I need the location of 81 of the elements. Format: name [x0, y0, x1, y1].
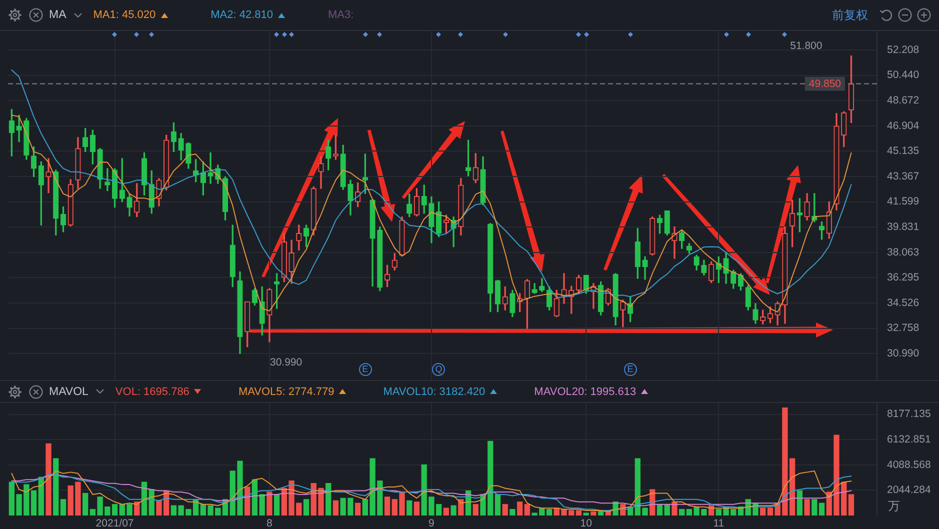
bar: [458, 499, 464, 516]
bar: [516, 502, 523, 516]
bar: [60, 499, 66, 516]
bar: [524, 504, 530, 516]
y-tick-label: 38.063: [887, 246, 920, 258]
bar: [326, 482, 332, 516]
y-tick-label: 2044.284: [887, 484, 931, 496]
bar: [38, 476, 44, 516]
x-tick-label: 2021/07: [96, 518, 134, 529]
bar: [53, 458, 59, 516]
bar: [804, 499, 810, 516]
bar: [502, 504, 508, 516]
y-tick-label: 48.672: [887, 94, 920, 107]
y-tick-label: 4088.568: [887, 458, 931, 471]
bar: [266, 492, 272, 516]
bar: [812, 499, 818, 516]
candlestick: [16, 114, 22, 142]
bar: [332, 500, 339, 516]
bar: [30, 490, 37, 516]
legend-label: MA2: 42.810: [210, 9, 273, 21]
bar: [46, 443, 52, 516]
y-tick-label: 34.526: [887, 296, 920, 309]
y-tick-label: 8177.135: [887, 408, 931, 420]
bar: [546, 508, 552, 516]
bar: [450, 505, 456, 516]
text: MA3:: [328, 9, 354, 21]
bar: [112, 504, 118, 516]
x-tick-label: 11: [713, 518, 724, 529]
bar: [406, 500, 412, 516]
annotation: 30.990: [270, 356, 302, 368]
legend-label: MA1: 45.020: [93, 9, 156, 21]
y-tick-label: 30.990: [887, 347, 920, 360]
badge-icon: E: [624, 363, 637, 376]
candlestick: [208, 152, 214, 184]
badge-icon: E: [358, 363, 372, 376]
y-tick-label: 39.831: [887, 220, 920, 233]
text: 前复权: [832, 7, 868, 24]
y-tick-label: 50.440: [887, 69, 920, 82]
bar: [767, 508, 774, 516]
bar: [274, 494, 280, 516]
legend-title: MAVOL: [49, 386, 88, 398]
bar: [848, 494, 854, 516]
y-axis-title: 万: [888, 499, 900, 513]
annotation: 51.800: [790, 40, 822, 52]
y-tick-label: 41.599: [887, 196, 920, 208]
y-tick-label: 36.295: [887, 272, 920, 284]
bar: [796, 490, 803, 516]
y-tick-label: 32.758: [887, 322, 920, 334]
x-tick-label: 9: [428, 518, 435, 529]
candlestick: [46, 158, 52, 194]
y-tick-label: 52.208: [887, 44, 920, 56]
y-tick-label: 6132.851: [887, 433, 931, 446]
y-tick-label: 45.135: [887, 145, 920, 158]
legend-label: MAVOL10: 3182.420: [383, 386, 486, 398]
badge-icon: Q: [432, 363, 446, 376]
bar: [303, 499, 310, 516]
y-tick-label: 43.367: [887, 170, 920, 182]
ref-line-label: 49.850: [808, 78, 842, 90]
bar: [583, 512, 589, 516]
bar: [384, 496, 390, 516]
bar: [679, 508, 685, 516]
bar: [443, 508, 450, 516]
bar: [472, 504, 478, 516]
bar: [576, 510, 582, 516]
bar: [760, 508, 766, 516]
bar: [244, 486, 250, 516]
y-tick-label: 46.904: [887, 120, 920, 132]
bar: [354, 502, 361, 516]
bar: [590, 511, 596, 516]
bar: [414, 502, 420, 516]
bar: [82, 492, 88, 516]
x-tick-label: 10: [580, 518, 592, 529]
legend-label: MAVOL5: 2774.779: [238, 386, 334, 398]
bar: [134, 502, 140, 516]
x-tick-label: 8: [266, 518, 273, 529]
legend-label: VOL: 1695.786: [115, 386, 190, 398]
legend-title: MA: [49, 9, 66, 21]
legend-label: MAVOL20: 1995.613: [534, 386, 636, 398]
bar: [510, 508, 516, 516]
bar: [494, 494, 501, 516]
bar: [818, 502, 825, 516]
